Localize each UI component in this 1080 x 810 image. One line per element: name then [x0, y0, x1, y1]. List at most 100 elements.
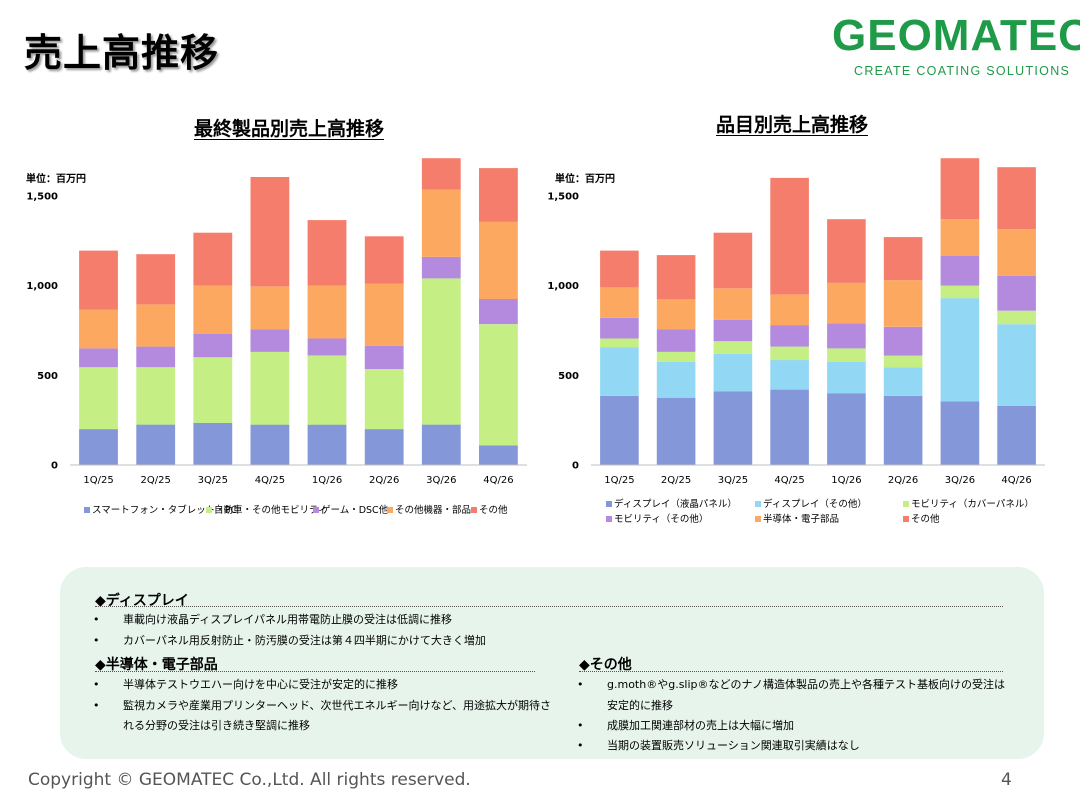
- bar-segment: [713, 319, 753, 342]
- legend-swatch: [606, 501, 612, 507]
- bar-segment: [770, 360, 809, 390]
- other-bullet-text: 安定的に推移: [607, 699, 673, 712]
- commentary-panel: ◆ディスプレイ • 車載向け液晶ディスプレイパネル用帯電防止膜の受注は低調に推移…: [60, 567, 1044, 759]
- logo-wordmark: GEOMATEC: [832, 11, 1080, 60]
- bar-segment: [250, 177, 290, 287]
- bar-segment: [827, 219, 866, 283]
- bar-segment: [421, 256, 461, 279]
- bar-segment: [364, 429, 404, 465]
- legend-label: その他: [911, 513, 940, 525]
- bar-segment: [250, 424, 290, 465]
- bar-segment: [827, 348, 866, 362]
- x-tick-label: 3Q/25: [718, 475, 748, 486]
- bar-segment: [307, 424, 347, 465]
- unit-label: 単位：百万円: [555, 172, 615, 185]
- bar-segment: [600, 317, 639, 339]
- bar-segment: [656, 352, 696, 362]
- x-tick-label: 1Q/26: [312, 475, 342, 486]
- bar-segment: [713, 353, 753, 392]
- bar-segment: [997, 310, 1036, 325]
- bar-segment: [421, 158, 461, 190]
- legend-swatch: [387, 507, 393, 513]
- legend-swatch: [755, 501, 761, 507]
- bar-segment: [307, 285, 347, 339]
- bar-segment: [827, 393, 866, 465]
- page-number: 4: [1001, 770, 1012, 790]
- chart-end-product-sales: 単位：百万円 0 500 1,000 1,500 1Q/25 2Q/25 3Q/25 4Q/25…: [26, 158, 527, 516]
- bar-segment: [770, 389, 809, 465]
- bar-segment: [79, 309, 118, 349]
- copyright: Copyright © GEOMATEC Co.,Ltd. All rights…: [28, 770, 471, 790]
- bar-segment: [940, 298, 980, 402]
- bar-segment: [883, 367, 923, 396]
- bullet-mark: •: [93, 699, 100, 712]
- bar-segment: [136, 367, 176, 425]
- legend-swatch: [903, 516, 909, 522]
- bar-segment: [250, 329, 290, 352]
- bar-segment: [940, 219, 980, 256]
- bar-segment: [600, 395, 639, 465]
- bar-segment: [997, 324, 1036, 406]
- bullet-mark: •: [93, 678, 100, 691]
- bar-segment: [770, 346, 809, 361]
- semiconductor-bullet-text: れる分野の受注は引き続き堅調に推移: [123, 719, 310, 732]
- bar-segment: [479, 324, 518, 446]
- semiconductor-bullet-text: 半導体テストウエハー向けを中心に受注が安定的に推移: [123, 678, 398, 691]
- x-tick-label: 4Q/26: [1001, 475, 1031, 486]
- x-tick-label: 4Q/25: [255, 475, 285, 486]
- bar-segment: [364, 236, 404, 284]
- legend-swatch: [755, 516, 761, 522]
- legend-label: モビリティ（その他）: [614, 513, 708, 525]
- bar-segment: [883, 395, 923, 465]
- x-tick-label: 2Q/25: [141, 475, 171, 486]
- bar-segment: [364, 369, 404, 430]
- bar-segment: [713, 391, 753, 465]
- display-divider: [95, 606, 1003, 607]
- bar-segment: [656, 361, 696, 398]
- bar-segment: [250, 352, 290, 425]
- semiconductor-divider: [95, 671, 535, 672]
- bar-segment: [193, 334, 233, 358]
- bar-segment: [479, 299, 518, 325]
- legend-swatch: [606, 516, 612, 522]
- bar-segment: [827, 361, 866, 394]
- display-bullet-text: カバーパネル用反射防止・防汚膜の受注は第４四半期にかけて大きく増加: [123, 634, 486, 647]
- bar-segment: [421, 189, 461, 257]
- bar-segment: [479, 445, 518, 465]
- bar-segment: [713, 288, 753, 320]
- bar-segment: [656, 255, 696, 300]
- bar-segment: [997, 275, 1036, 311]
- bar-segment: [364, 283, 404, 346]
- bar-segment: [940, 285, 980, 299]
- bar-segment: [827, 282, 866, 324]
- bar-segment: [940, 256, 980, 286]
- bar-segment: [193, 285, 233, 334]
- legend-label: ディスプレイ（液晶パネル）: [614, 498, 737, 510]
- semiconductor-bullet-text: 監視カメラや産業用プリンターヘッド、次世代エネルギー向けなど、用途拡大が期待さ: [123, 699, 552, 712]
- x-tick-label: 2Q/25: [661, 475, 691, 486]
- x-tick-label: 3Q/26: [945, 475, 975, 486]
- bar-segment: [827, 323, 866, 349]
- bar-segment: [250, 286, 290, 330]
- y-tick-label: 1,000: [26, 281, 58, 292]
- legend-label: その他: [479, 504, 508, 516]
- y-tick-label: 500: [37, 371, 58, 382]
- bar-segment: [600, 287, 639, 318]
- other-bullet-text: 成膜加工関連部材の売上は大幅に増加: [607, 719, 794, 732]
- bar-segment: [997, 229, 1036, 276]
- bar-segment: [193, 232, 233, 286]
- bar-segment: [713, 341, 753, 354]
- x-tick-label: 2Q/26: [888, 475, 918, 486]
- bar-segment: [770, 325, 809, 347]
- unit-label: 単位：百万円: [26, 172, 86, 185]
- bar-segment: [600, 347, 639, 396]
- bar-segment: [136, 254, 176, 305]
- bar-segment: [713, 232, 753, 289]
- x-tick-label: 1Q/25: [604, 475, 634, 486]
- x-tick-label: 3Q/26: [426, 475, 456, 486]
- legend-label: ゲーム・DSC他: [321, 504, 389, 516]
- bar-segment: [883, 326, 923, 356]
- legend-label: 自動車・その他モビリティ: [214, 504, 327, 516]
- bar-segment: [193, 422, 233, 465]
- other-bullet-text: g.moth®やg.slip®などのナノ構造体製品の売上や各種テスト基板向けの受…: [607, 678, 1005, 691]
